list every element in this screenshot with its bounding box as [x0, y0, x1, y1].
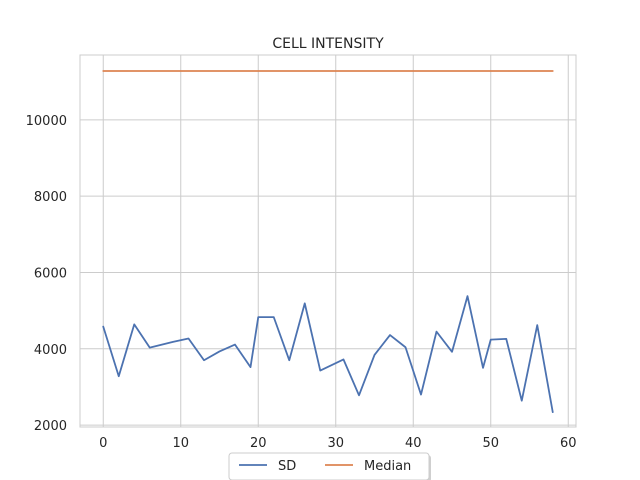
x-tick-label: 60 [560, 436, 577, 451]
x-tick-label: 0 [99, 436, 107, 451]
y-tick-label: 6000 [34, 266, 67, 281]
grid-lines [80, 55, 576, 427]
legend-label: SD [278, 459, 296, 474]
x-tick-label: 40 [405, 436, 422, 451]
legend-label: Median [364, 459, 411, 474]
plot-area [79, 54, 577, 428]
series-lines [102, 70, 554, 414]
legend-box [228, 452, 430, 480]
x-tick-label: 30 [327, 436, 344, 451]
chart-title: CELL INTENSITY [272, 36, 384, 52]
x-axis: 0 10 20 30 40 50 60 [99, 436, 576, 451]
legend: SD Median [228, 452, 431, 480]
series-line-sd [102, 295, 554, 414]
x-tick-label: 50 [482, 436, 499, 451]
x-tick-label: 10 [172, 436, 189, 451]
x-tick-label: 20 [250, 436, 267, 451]
y-axis: 2000 4000 6000 8000 10000 [26, 114, 67, 434]
y-tick-label: 8000 [34, 190, 67, 205]
y-tick-label: 4000 [34, 343, 67, 358]
y-tick-label: 10000 [26, 114, 67, 129]
y-tick-label: 2000 [34, 419, 67, 434]
